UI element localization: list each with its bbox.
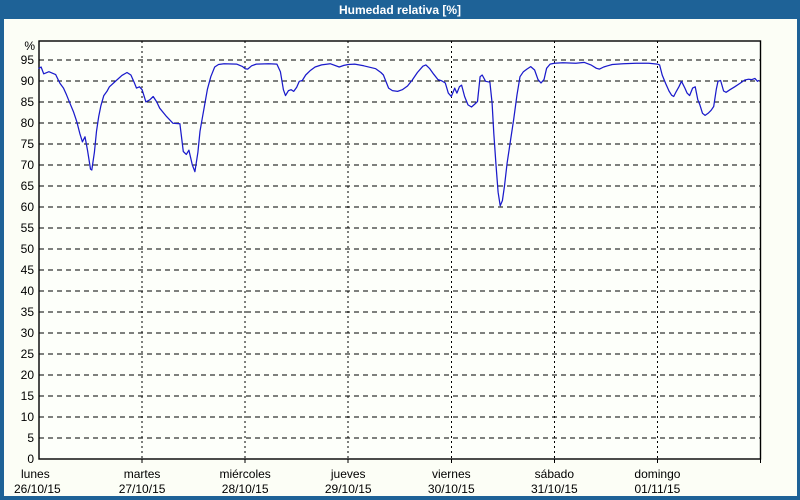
y-tick-label: 20 xyxy=(21,368,35,382)
y-tick-label: 15 xyxy=(21,389,35,403)
day-date-label: 28/10/15 xyxy=(222,482,269,496)
y-tick-label: 80 xyxy=(21,116,35,130)
y-tick-label: 55 xyxy=(21,221,35,235)
y-tick-label: 95 xyxy=(21,53,35,67)
y-tick-label: 75 xyxy=(21,137,35,151)
y-tick-label: 90 xyxy=(21,74,35,88)
y-tick-label: 70 xyxy=(21,158,35,172)
y-tick-label: 35 xyxy=(21,305,35,319)
day-date-label: 29/10/15 xyxy=(325,482,372,496)
day-name-label: miércoles xyxy=(219,467,270,481)
humidity-line xyxy=(38,61,760,207)
y-tick-label: 25 xyxy=(21,347,35,361)
day-name-label: domingo xyxy=(634,467,680,481)
y-tick-label: 40 xyxy=(21,284,35,298)
y-tick-label: 65 xyxy=(21,179,35,193)
y-tick-label: 5 xyxy=(27,431,34,445)
day-date-label: 31/10/15 xyxy=(531,482,578,496)
title-bar: Humedad relativa [%] xyxy=(0,0,800,19)
y-axis-unit-label: % xyxy=(24,39,35,53)
y-tick-label: 45 xyxy=(21,263,35,277)
window-title: Humedad relativa [%] xyxy=(338,2,462,17)
plot-box xyxy=(38,40,762,460)
y-tick-label: 10 xyxy=(21,410,35,424)
y-tick-label: 50 xyxy=(21,242,35,256)
y-tick-label: 85 xyxy=(21,95,35,109)
day-date-label: 30/10/15 xyxy=(428,482,475,496)
day-name-label: martes xyxy=(124,467,161,481)
y-tick-label: 0 xyxy=(27,452,34,466)
day-date-label: 26/10/15 xyxy=(14,482,61,496)
day-name-label: sábado xyxy=(535,467,575,481)
y-tick-label: 60 xyxy=(21,200,35,214)
day-name-label: lunes xyxy=(21,467,50,481)
day-date-label: 01/11/15 xyxy=(635,482,681,496)
day-date-label: 27/10/15 xyxy=(119,482,166,496)
chart-area: 0 5 10 15 20 25 30 35 40 45 50 55 60 65 70 75 80 85 90 95% l… xyxy=(4,19,797,496)
y-tick-label: 30 xyxy=(21,326,35,340)
day-name-label: viernes xyxy=(432,467,471,481)
day-name-label: jueves xyxy=(330,467,366,481)
